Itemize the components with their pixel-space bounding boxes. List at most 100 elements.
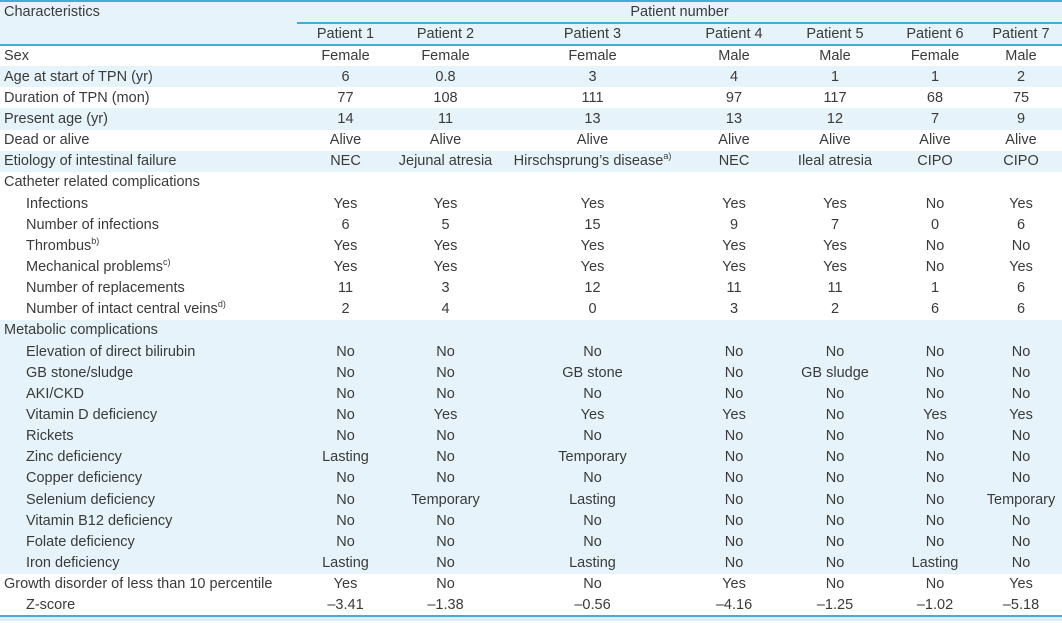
footnote-marker: d) (217, 299, 226, 310)
cell-value: Yes (780, 192, 890, 215)
cell-value (980, 171, 1062, 193)
cell-value: 6 (297, 66, 394, 88)
cell-value: 9 (688, 214, 780, 236)
cell-value: Ileal atresia (780, 150, 890, 172)
cell-value: No (890, 425, 980, 447)
cell-value: No (394, 383, 497, 405)
cell-value: 12 (497, 277, 688, 299)
table-row: Thrombusb) Yes Yes Yes Yes Yes No No (0, 235, 1062, 257)
cell-value: Yes (394, 256, 497, 278)
cell-value: No (297, 383, 394, 405)
row-label: Dead or alive (0, 129, 297, 151)
cell-value: No (980, 235, 1062, 257)
cell-value: –1.25 (780, 594, 890, 617)
table-row: Folate deficiency No No No No No No No (0, 531, 1062, 553)
cell-value: Alive (780, 129, 890, 151)
cell-value: Yes (688, 235, 780, 257)
bottom-margin-strip (0, 616, 1062, 621)
cell-value: No (890, 256, 980, 278)
cell-value: –4.16 (688, 594, 780, 617)
cell-value: No (497, 573, 688, 595)
cell-value: Male (780, 45, 890, 67)
cell-value: Female (497, 45, 688, 67)
row-label: Copper deficiency (0, 467, 297, 489)
cell-value: Yes (890, 404, 980, 426)
table-row: Infections Yes Yes Yes Yes Yes No Yes (0, 192, 1062, 215)
cell-value: 11 (780, 277, 890, 299)
cell-value: 7 (890, 108, 980, 130)
table-row: Present age (yr) 14 11 13 13 12 7 9 (0, 108, 1062, 130)
cell-value: 13 (497, 108, 688, 130)
row-label: Sex (0, 45, 297, 67)
cell-value (890, 319, 980, 341)
cell-value: No (497, 467, 688, 489)
column-header-patient-3: Patient 3 (497, 23, 688, 46)
row-label: Folate deficiency (0, 531, 297, 553)
cell-value: 6 (297, 214, 394, 236)
cell-value (497, 319, 688, 341)
cell-value: No (688, 340, 780, 363)
cell-value: No (890, 446, 980, 468)
cell-value: No (297, 531, 394, 553)
footnote-marker: b) (91, 236, 100, 246)
cell-value: –5.18 (980, 594, 1062, 617)
cell-value: No (394, 510, 497, 532)
row-label: Number of replacements (0, 277, 297, 299)
cell-value: Yes (297, 256, 394, 278)
cell-value: 108 (394, 87, 497, 109)
cell-value: No (780, 552, 890, 574)
table-body: Sex Female Female Female Male Male Female Male A… (0, 45, 1062, 617)
cell-value: No (890, 192, 980, 215)
cell-value: No (980, 383, 1062, 405)
cell-value: No (688, 383, 780, 405)
table-row: Vitamin D deficiency No Yes Yes Yes No Yes Yes (0, 404, 1062, 426)
cell-value (394, 171, 497, 193)
cell-value: 3 (497, 66, 688, 88)
row-label: Vitamin D deficiency (0, 404, 297, 426)
cell-value: GB sludge (780, 362, 890, 384)
column-header-patient-6: Patient 6 (890, 23, 980, 46)
cell-value: Yes (688, 192, 780, 215)
cell-value: No (980, 446, 1062, 468)
cell-value: Yes (688, 573, 780, 595)
cell-value: Yes (297, 235, 394, 257)
cell-value: 9 (980, 108, 1062, 130)
cell-value: Alive (394, 129, 497, 151)
cell-value: 6 (890, 298, 980, 320)
cell-value: No (688, 552, 780, 574)
cell-value: 14 (297, 108, 394, 130)
cell-value: Yes (780, 256, 890, 278)
cell-value: –3.41 (297, 594, 394, 617)
cell-value: No (688, 488, 780, 511)
cell-value: NEC (688, 150, 780, 172)
column-header-patient-2: Patient 2 (394, 23, 497, 46)
cell-value: Female (394, 45, 497, 67)
cell-value: 111 (497, 87, 688, 109)
cell-value: No (497, 340, 688, 363)
cell-value: No (890, 340, 980, 363)
table-row: Number of infections 6 5 15 9 7 0 6 (0, 214, 1062, 236)
cell-value: No (980, 362, 1062, 384)
row-label: Catheter related complications (0, 171, 297, 193)
cell-value: No (780, 531, 890, 553)
cell-value: 1 (780, 66, 890, 88)
cell-value: No (890, 573, 980, 595)
row-label: Selenium deficiency (0, 488, 297, 511)
row-label: Present age (yr) (0, 108, 297, 130)
row-label: Number of intact central veinsd) (0, 298, 297, 320)
cell-value: No (980, 552, 1062, 574)
row-label: Age at start of TPN (yr) (0, 66, 297, 88)
cell-value: 1 (890, 66, 980, 88)
patient-number-header: Patient number (297, 1, 1062, 24)
cell-value: Alive (688, 129, 780, 151)
row-label: Duration of TPN (mon) (0, 87, 297, 109)
table-row: Metabolic complications (0, 319, 1062, 341)
table-row: Sex Female Female Female Male Male Female Male (0, 45, 1062, 67)
table-row: Elevation of direct bilirubin No No No No No N… (0, 340, 1062, 363)
column-header-patient-4: Patient 4 (688, 23, 780, 46)
row-label: Number of infections (0, 214, 297, 236)
row-label: Infections (0, 192, 297, 215)
cell-value: Lasting (497, 552, 688, 574)
cell-value: No (394, 362, 497, 384)
